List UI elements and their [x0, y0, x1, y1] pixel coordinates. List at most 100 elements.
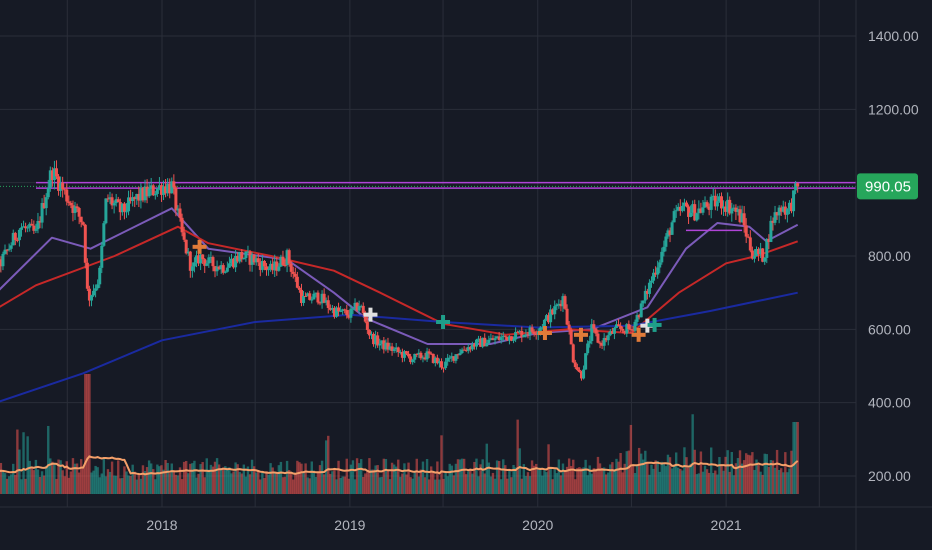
candle-body — [279, 256, 283, 267]
candle-body — [359, 305, 363, 307]
candle-body — [411, 359, 415, 363]
price-axis[interactable]: 1400.00 1200.00 800.00 600.00 400.00 200.00 — [868, 28, 919, 484]
candle-body — [40, 202, 44, 223]
candle-body — [501, 335, 505, 338]
volume-bar — [796, 422, 799, 494]
volume-bar — [228, 467, 231, 494]
candle-body — [203, 259, 207, 266]
candle-body — [28, 223, 32, 228]
candle-body — [271, 263, 275, 271]
candle-body — [582, 369, 586, 379]
volume-bar — [201, 462, 204, 494]
candle-body — [19, 227, 23, 230]
volume-bar — [732, 475, 736, 494]
volume-bar — [615, 458, 618, 494]
volume-bar — [510, 477, 513, 494]
volume-bar — [726, 450, 729, 494]
volume-bar — [469, 468, 472, 494]
candle-body — [711, 195, 715, 197]
candle-body — [182, 232, 186, 240]
candle-body — [477, 338, 481, 340]
volume-bar — [495, 460, 499, 494]
volume-bar — [487, 462, 491, 494]
volume-bar — [180, 479, 184, 494]
volume-bar — [240, 473, 243, 494]
volume-bar — [736, 458, 740, 494]
candle-body — [785, 208, 789, 215]
volume-bar — [662, 463, 666, 494]
candle-body — [380, 340, 384, 344]
time-axis[interactable]: 2018 2019 2020 2021 — [146, 517, 741, 533]
volume-bar — [625, 451, 628, 494]
volume-bar — [749, 455, 752, 494]
candle-body — [1, 253, 5, 267]
candle-body — [407, 353, 411, 357]
candle-body — [223, 271, 227, 273]
volume-bar — [287, 470, 291, 494]
volume-bar — [154, 479, 157, 494]
volume-bar — [541, 475, 544, 494]
candle-body — [444, 361, 448, 369]
candles — [0, 160, 800, 381]
candle-body — [120, 203, 124, 213]
candle-body — [17, 229, 21, 241]
candle-body — [701, 207, 705, 213]
volume-bar — [22, 432, 25, 494]
candle-body — [190, 266, 194, 271]
volume-bar — [71, 458, 75, 494]
candle-body — [761, 248, 765, 262]
volume-bar — [152, 469, 155, 494]
candle-body — [528, 327, 532, 335]
volume-bar — [129, 475, 132, 494]
volume-bar — [215, 458, 219, 494]
volume-bar — [757, 464, 760, 494]
candle-body — [719, 196, 723, 209]
volume-bar — [438, 479, 441, 494]
candle-body — [46, 187, 50, 198]
candle-body — [705, 202, 709, 207]
volume-bar — [677, 467, 680, 494]
candle-body — [495, 336, 499, 339]
candle-body — [159, 185, 163, 195]
volume-bar — [302, 471, 305, 494]
candle-body — [174, 187, 178, 211]
volume-bar — [409, 477, 412, 494]
moving-averages — [0, 207, 799, 403]
candle-body — [211, 257, 215, 267]
candle-body — [682, 202, 686, 206]
candle-body — [3, 249, 7, 254]
volume-bar — [621, 472, 624, 494]
volume-bar — [660, 461, 663, 494]
candle-body — [149, 185, 153, 189]
candle-body — [563, 296, 567, 309]
volume-bar — [497, 461, 501, 494]
volume-bar — [219, 468, 223, 494]
candle-body — [308, 293, 312, 300]
volume-bar — [747, 454, 750, 494]
candle-body — [302, 296, 306, 303]
volume-bar — [57, 459, 60, 494]
candle-body — [332, 307, 336, 317]
candle-body — [291, 271, 295, 274]
volume-bar — [390, 462, 394, 494]
candle-body — [48, 170, 52, 188]
candle-body — [85, 262, 89, 289]
candle-body — [754, 249, 758, 256]
volume-bar — [90, 472, 93, 494]
volume-bar — [312, 470, 316, 494]
volume-bar — [683, 447, 686, 494]
candle-body — [396, 347, 400, 353]
candle-body — [238, 251, 242, 262]
volume-bar — [271, 467, 274, 494]
candle-body — [297, 287, 301, 290]
volume-bar — [372, 469, 375, 494]
volume-bar — [403, 463, 406, 494]
volume-bar — [24, 478, 27, 494]
volume-bar — [380, 476, 383, 494]
candle-body — [565, 308, 569, 325]
candle-body — [337, 307, 341, 312]
volume-bar — [197, 473, 200, 494]
candle-body — [771, 220, 775, 223]
candle-body — [592, 324, 596, 329]
